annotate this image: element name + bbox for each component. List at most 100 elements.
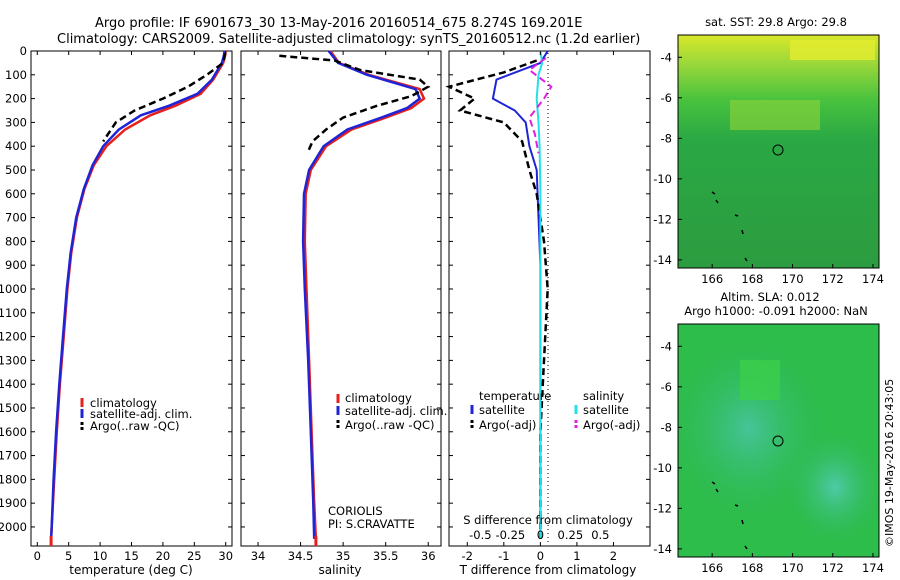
- x-tick-label: 1: [573, 549, 580, 563]
- series-line-satellite-adj-clim-: [49, 50, 226, 539]
- s-diff-tick-label: -0.5: [469, 528, 491, 542]
- x-tick-label: 34: [251, 549, 266, 563]
- diff-legend-s-satellite-label: satellite: [583, 403, 629, 417]
- side-stamp: ©IMOS 19-May-2016 20:43:05: [883, 379, 896, 547]
- depth-tick-label: 600: [5, 187, 27, 201]
- x-tick-label: 2: [610, 549, 617, 563]
- depth-tick-label: 300: [5, 115, 27, 129]
- lat-tick-label: -14: [653, 253, 672, 267]
- depth-tick-label: 1200: [0, 330, 27, 344]
- series-line-temperature-argo-adj-: [445, 59, 549, 539]
- lon-tick-label: 170: [782, 272, 804, 286]
- x-tick-label: 35: [336, 549, 351, 563]
- depth-tick-label: 1700: [0, 449, 27, 463]
- depth-tick-label: 1300: [0, 353, 27, 367]
- diff-legend-t-argo-label: Argo(-adj): [479, 418, 536, 432]
- lon-tick-label: 174: [862, 561, 884, 575]
- depth-tick-label: 100: [5, 68, 27, 82]
- legend-satellite-label: satellite-adj. clim.: [90, 407, 192, 421]
- sst-map-title: sat. SST: 29.8 Argo: 29.8: [705, 15, 847, 29]
- sal-legend-satellite-label: satellite-adj. clim.: [345, 404, 447, 418]
- depth-tick-label: 700: [5, 211, 27, 225]
- lon-tick-label: 166: [701, 272, 723, 286]
- x-tick-label: -2: [462, 549, 473, 563]
- lat-tick-label: -4: [661, 339, 672, 353]
- difference-panel-frame: [448, 50, 651, 547]
- x-tick-label: 36: [421, 549, 436, 563]
- x-tick-label: 34.5: [288, 549, 314, 563]
- depth-tick-label: 800: [5, 234, 27, 248]
- lon-tick-label: 172: [822, 561, 844, 575]
- header-line-2: Climatology: CARS2009. Satellite-adjuste…: [57, 32, 640, 47]
- lon-tick-label: 166: [701, 561, 723, 575]
- sst-hot-patch: [790, 40, 875, 60]
- x-tick-label: 20: [156, 549, 171, 563]
- lon-tick-label: 168: [741, 272, 763, 286]
- sst-warm-patch: [730, 100, 820, 130]
- temperature-legend: climatology satellite-adj. clim. Argo(..…: [80, 396, 192, 433]
- depth-tick-label: 400: [5, 139, 27, 153]
- lat-tick-label: -10: [653, 172, 672, 186]
- difference-legend: temperature salinity satellite Argo(-adj…: [470, 389, 640, 432]
- series-line-climatology: [49, 50, 227, 539]
- lat-tick-label: -6: [661, 380, 672, 394]
- series-line-salinity-argo-adj-: [527, 57, 553, 154]
- header-line-1: Argo profile: IF 6901673_30 13-May-2016 …: [95, 16, 582, 31]
- x-tick-label: 15: [124, 549, 139, 563]
- sst-map-field: [678, 35, 879, 268]
- depth-tick-label: 0: [20, 44, 27, 58]
- lat-tick-label: -8: [661, 420, 672, 434]
- depth-tick-label: 1800: [0, 472, 27, 486]
- salinity-profile-lines: [279, 50, 431, 546]
- s-difference-ticks: -0.5 -0.25 0 0.25 0.5: [469, 528, 609, 542]
- sal-legend-argo-label: Argo(..raw -QC): [345, 418, 435, 432]
- series-line-salinity-satellite: [535, 50, 544, 539]
- x-tick-label: 25: [187, 549, 202, 563]
- lat-tick-label: -4: [661, 50, 672, 64]
- lat-tick-label: -12: [653, 212, 672, 226]
- depth-tick-label: 900: [5, 258, 27, 272]
- depth-tick-label: 1500: [0, 401, 27, 415]
- s-diff-tick-label: 0: [537, 528, 544, 542]
- lat-tick-label: -12: [653, 501, 672, 515]
- x-tick-label: 30: [218, 549, 233, 563]
- lat-tick-label: -10: [653, 461, 672, 475]
- coriolis-note: CORIOLIS: [328, 504, 383, 518]
- legend-climatology-label: climatology: [90, 396, 157, 410]
- lat-tick-label: -6: [661, 91, 672, 105]
- depth-tick-label: 1400: [0, 377, 27, 391]
- diff-legend-t-satellite-label: satellite: [479, 403, 525, 417]
- depth-tick-label: 2000: [0, 520, 27, 534]
- pi-note: PI: S.CRAVATTE: [328, 517, 415, 531]
- sla-float-marker: [772, 435, 784, 447]
- difference-x-ticks: -2 -1 0 1 2: [462, 51, 617, 563]
- depth-tick-label: 1100: [0, 306, 27, 320]
- legend-argo-label: Argo(..raw -QC): [90, 419, 180, 433]
- depth-tick-label: 500: [5, 163, 27, 177]
- x-tick-label: 35.5: [373, 549, 399, 563]
- lon-tick-label: 170: [782, 561, 804, 575]
- sal-legend-climatology-label: climatology: [345, 391, 412, 405]
- diff-legend-salinity-title: salinity: [583, 389, 624, 403]
- sla-map-frame: [677, 323, 880, 558]
- lat-tick-label: -14: [653, 542, 672, 556]
- sla-map-title-1: Altim. SLA: 0.012: [720, 290, 819, 304]
- depth-axis: 0 100 200 300 400 500 600 700 800 900 1000 1100 1200…: [0, 44, 650, 534]
- x-tick-label: 5: [65, 549, 72, 563]
- x-tick-label: 0: [34, 549, 41, 563]
- sst-map-frame: [677, 34, 880, 269]
- sla-cyan-patch-2: [678, 324, 879, 557]
- sla-light-patch: [740, 360, 780, 400]
- temperature-x-ticks: 0 5 10 15 20 25 30: [34, 51, 233, 563]
- s-diff-tick-label: -0.25: [495, 528, 525, 542]
- s-difference-label: S difference from climatology: [463, 513, 633, 527]
- temperature-profile-lines: [49, 50, 227, 546]
- depth-tick-label: 200: [5, 92, 27, 106]
- s-diff-tick-label: 0.25: [558, 528, 584, 542]
- sla-lat-ticks: -4 -6 -8 -10 -12 -14: [653, 339, 682, 556]
- salinity-x-ticks: 34 34.5 35 35.5 36: [251, 51, 436, 563]
- sla-map-title-2: Argo h1000: -0.091 h2000: NaN: [684, 304, 868, 318]
- diff-legend-temperature-title: temperature: [479, 389, 551, 403]
- sst-float-marker: [772, 144, 784, 156]
